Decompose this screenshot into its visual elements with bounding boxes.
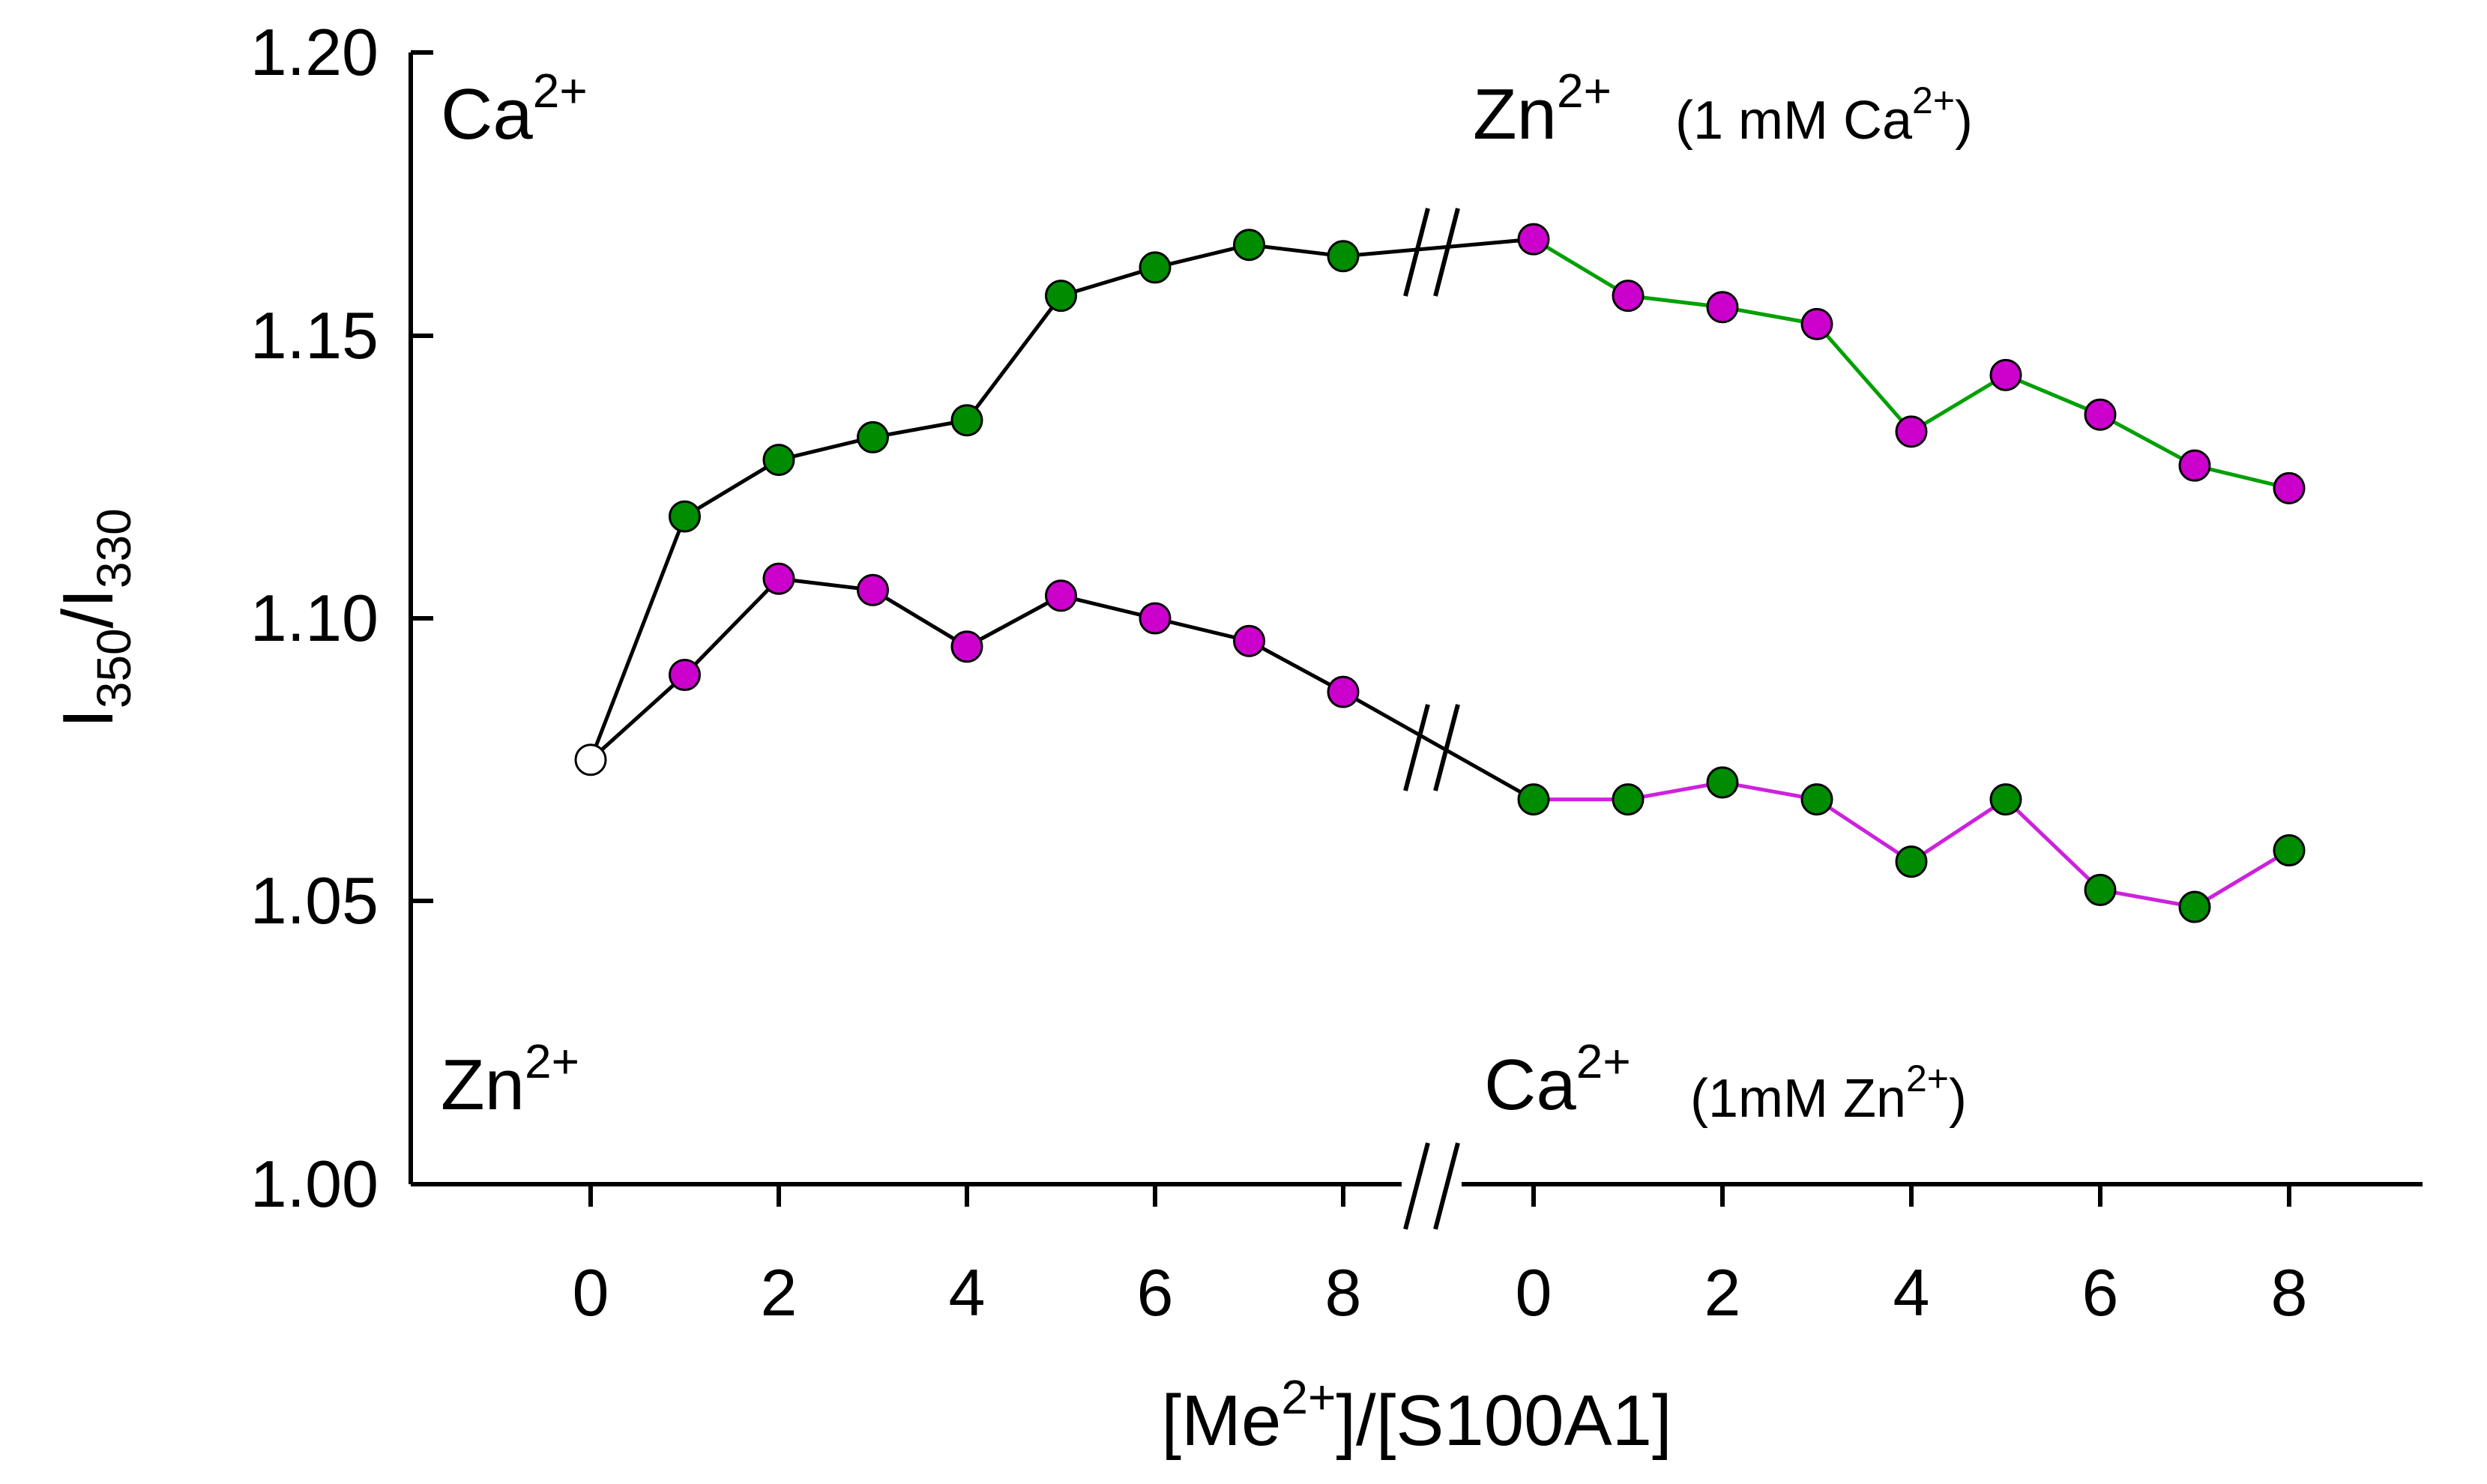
x-tick-label: 4 bbox=[1893, 1255, 1930, 1330]
panel-note-open: (1 mM Ca bbox=[1675, 91, 1913, 151]
x-tick-label: 0 bbox=[1516, 1255, 1552, 1330]
y-tick-label: 1.00 bbox=[250, 1147, 379, 1221]
series-0-right-point bbox=[1612, 280, 1645, 313]
panel-label-top-left: Ca2+ bbox=[441, 64, 588, 154]
x-tick-label: 8 bbox=[1325, 1255, 1362, 1330]
series-1-right-point bbox=[1800, 783, 1833, 816]
y-tick-label: 1.15 bbox=[250, 298, 379, 372]
series-1-right-point bbox=[2084, 873, 2117, 906]
x-tick-label: 0 bbox=[573, 1255, 609, 1330]
panel-note-top-right: (1 mM Ca2+) bbox=[1675, 79, 1973, 151]
series-0-line-left bbox=[588, 237, 1534, 761]
x-tick-label: 4 bbox=[949, 1255, 986, 1330]
series-1-left-point bbox=[669, 659, 701, 691]
series-1-left-point bbox=[1139, 602, 1172, 635]
axis-break-marks bbox=[1403, 208, 1460, 1230]
panel-note-charge: 2+ bbox=[1906, 1058, 1949, 1100]
y-axis-title-second-sub: 330 bbox=[87, 508, 141, 588]
y-axis-title-first: I bbox=[48, 708, 128, 729]
x-axis-title: [Me2+]/[S100A1] bbox=[1161, 1370, 1671, 1461]
break-mark-bottom-2 bbox=[1433, 1142, 1460, 1230]
series-1-right-point bbox=[1517, 783, 1550, 816]
series-0-left-point bbox=[950, 404, 983, 437]
series-0-left-point bbox=[1327, 240, 1360, 273]
series-1-right-point bbox=[1895, 845, 1928, 878]
y-tick-label: 1.05 bbox=[250, 863, 379, 938]
panel-label-ion: Zn bbox=[441, 1045, 525, 1125]
panel-label-top-right: Zn2+ bbox=[1473, 64, 1612, 154]
y-axis-title-slash: /I bbox=[48, 588, 128, 628]
series-0-right-point bbox=[1895, 415, 1928, 448]
series-0-right-point bbox=[2178, 449, 2211, 482]
panel-label-ion: Zn bbox=[1473, 74, 1557, 154]
x-tick-label: 8 bbox=[2271, 1255, 2308, 1330]
x-tick-label: 2 bbox=[1704, 1255, 1741, 1330]
y-ticks bbox=[411, 50, 433, 1186]
y-tick-label: 1.20 bbox=[250, 15, 379, 89]
panel-label-charge: 2+ bbox=[1576, 1034, 1631, 1088]
series-0-right-point bbox=[2084, 398, 2117, 431]
marker-layer bbox=[574, 223, 2306, 923]
y-axis-title: I350/I330 bbox=[48, 508, 141, 729]
panel-note-close: ) bbox=[1949, 1069, 1967, 1129]
series-1-left-point bbox=[762, 562, 795, 595]
series-0-left-point bbox=[1233, 229, 1265, 262]
panel-label-ion: Ca bbox=[441, 74, 533, 154]
y-tick-labels: 1.00 1.05 1.10 1.15 1.20 bbox=[250, 15, 379, 1221]
y-axis-title-first-sub: 350 bbox=[87, 628, 141, 708]
panel-note-open: (1mM Zn bbox=[1690, 1069, 1906, 1129]
x-axis-title-open: [Me bbox=[1161, 1381, 1281, 1461]
panel-label-charge: 2+ bbox=[525, 1034, 579, 1088]
series-1-right-point bbox=[2178, 890, 2211, 923]
series-0-right-point bbox=[1989, 358, 2022, 391]
series-0-left-point bbox=[762, 444, 795, 477]
x-axis-title-close: ]/[S100A1] bbox=[1336, 1381, 1671, 1461]
series-0-right-point bbox=[1706, 291, 1739, 324]
series-1-left-point bbox=[950, 630, 983, 663]
series-1-left-point bbox=[1327, 675, 1360, 708]
break-mark-bottom-1 bbox=[1403, 1142, 1430, 1230]
break-mark-middle-2 bbox=[1433, 704, 1460, 791]
series-1-right-point bbox=[1612, 783, 1645, 816]
series-0-line-right bbox=[1532, 238, 2290, 490]
panel-label-ion: Ca bbox=[1484, 1045, 1576, 1125]
break-mark-middle-1 bbox=[1403, 704, 1430, 791]
y-tick-label: 1.10 bbox=[250, 581, 379, 655]
start-point bbox=[574, 743, 607, 776]
series-0-right-point bbox=[1800, 307, 1833, 340]
panel-label-charge: 2+ bbox=[533, 64, 588, 118]
x-tick-label: 6 bbox=[2082, 1255, 2119, 1330]
series-1-right-point bbox=[1706, 766, 1739, 799]
series-1-left-point bbox=[1233, 624, 1265, 657]
x-ticks bbox=[588, 1184, 2291, 1207]
panel-note-charge: 2+ bbox=[1912, 79, 1955, 121]
series-0-left-point bbox=[857, 420, 889, 453]
panel-note-close: ) bbox=[1955, 91, 1973, 151]
break-mark-top-2 bbox=[1433, 208, 1460, 297]
panel-note-bottom-right: (1mM Zn2+) bbox=[1690, 1058, 1967, 1129]
break-mark-top-1 bbox=[1403, 208, 1430, 297]
series-0-left-point bbox=[1139, 251, 1172, 284]
series-0-left-point bbox=[1045, 280, 1077, 313]
series-1-line-right bbox=[1534, 780, 2291, 909]
x-axis-title-charge: 2+ bbox=[1281, 1370, 1336, 1424]
x-tick-label: 2 bbox=[761, 1255, 798, 1330]
series-1-right-point bbox=[1989, 783, 2022, 816]
series-layer bbox=[588, 237, 2291, 909]
series-0-right-point bbox=[1517, 223, 1550, 256]
panel-label-bottom-right: Ca2+ bbox=[1484, 1034, 1631, 1125]
series-0-right-point bbox=[2273, 471, 2306, 504]
series-1-line-left bbox=[589, 576, 1535, 801]
series-1-left-point bbox=[857, 573, 889, 606]
series-0-left-point bbox=[669, 500, 701, 533]
series-1-right-point bbox=[2273, 834, 2306, 867]
panel-label-bottom-left: Zn2+ bbox=[441, 1034, 579, 1125]
panel-label-charge: 2+ bbox=[1557, 64, 1612, 118]
x-tick-label: 6 bbox=[1137, 1255, 1174, 1330]
series-1-left-point bbox=[1045, 579, 1077, 612]
x-tick-labels: 0 2 4 6 8 0 2 4 6 8 bbox=[573, 1255, 2308, 1330]
